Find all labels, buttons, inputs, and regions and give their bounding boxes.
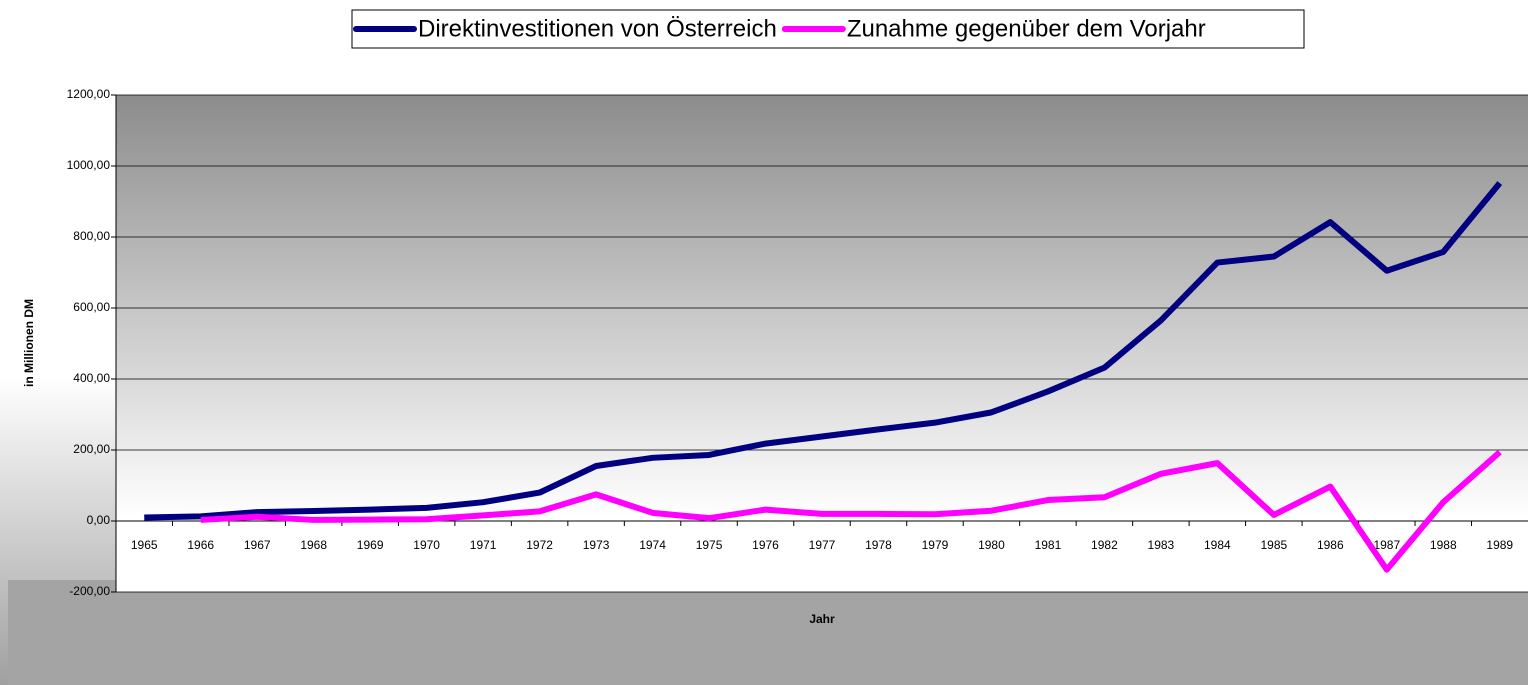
y-tick-label: 1200,00 bbox=[67, 87, 111, 101]
x-tick-label: 1967 bbox=[244, 538, 271, 552]
legend bbox=[351, 9, 1305, 49]
x-tick-label: 1977 bbox=[809, 538, 836, 552]
x-tick-label: 1980 bbox=[978, 538, 1005, 552]
x-tick-label: 1979 bbox=[922, 538, 949, 552]
x-tick-label: 1976 bbox=[752, 538, 779, 552]
x-tick-label: 1973 bbox=[583, 538, 610, 552]
x-tick-label: 1970 bbox=[413, 538, 440, 552]
x-tick-label: 1982 bbox=[1091, 538, 1118, 552]
x-tick-label: 1986 bbox=[1317, 538, 1344, 552]
y-tick-label: 600,00 bbox=[73, 300, 110, 314]
x-tick-label: 1974 bbox=[639, 538, 666, 552]
series-line bbox=[144, 181, 1503, 521]
legend-label: Direktinvestitionen von Österreich bbox=[418, 15, 777, 42]
y-tick-label: 0,00 bbox=[87, 513, 111, 527]
x-tick-label: 1987 bbox=[1373, 538, 1400, 552]
x-tick-label: 1978 bbox=[865, 538, 892, 552]
x-tick-label: 1985 bbox=[1260, 538, 1287, 552]
x-tick-label: 1975 bbox=[696, 538, 723, 552]
x-tick-label: 1984 bbox=[1204, 538, 1231, 552]
x-tick-label: 1981 bbox=[1035, 538, 1062, 552]
legend-label: Zunahme gegenüber dem Vorjahr bbox=[847, 15, 1206, 42]
x-tick-label: 1989 bbox=[1486, 538, 1513, 552]
y-tick-label: 400,00 bbox=[73, 371, 110, 385]
x-tick-label: 1969 bbox=[357, 538, 384, 552]
x-tick-label: 1988 bbox=[1430, 538, 1457, 552]
x-axis-title: Jahr bbox=[809, 612, 835, 626]
y-axis-title: in Millionen DM bbox=[22, 299, 36, 387]
x-tick-label: 1983 bbox=[1148, 538, 1175, 552]
x-tick-label: 1972 bbox=[526, 538, 553, 552]
x-tick-label: 1968 bbox=[300, 538, 327, 552]
x-tick-label: 1965 bbox=[131, 538, 158, 552]
y-tick-label: 200,00 bbox=[73, 442, 110, 456]
footer-band bbox=[8, 580, 1528, 685]
y-tick-label: 800,00 bbox=[73, 229, 110, 243]
series-line bbox=[200, 449, 1502, 573]
y-tick-label: -200,00 bbox=[69, 584, 110, 598]
y-tick-label: 1000,00 bbox=[67, 158, 111, 172]
x-tick-label: 1966 bbox=[187, 538, 214, 552]
x-tick-label: 1971 bbox=[470, 538, 497, 552]
